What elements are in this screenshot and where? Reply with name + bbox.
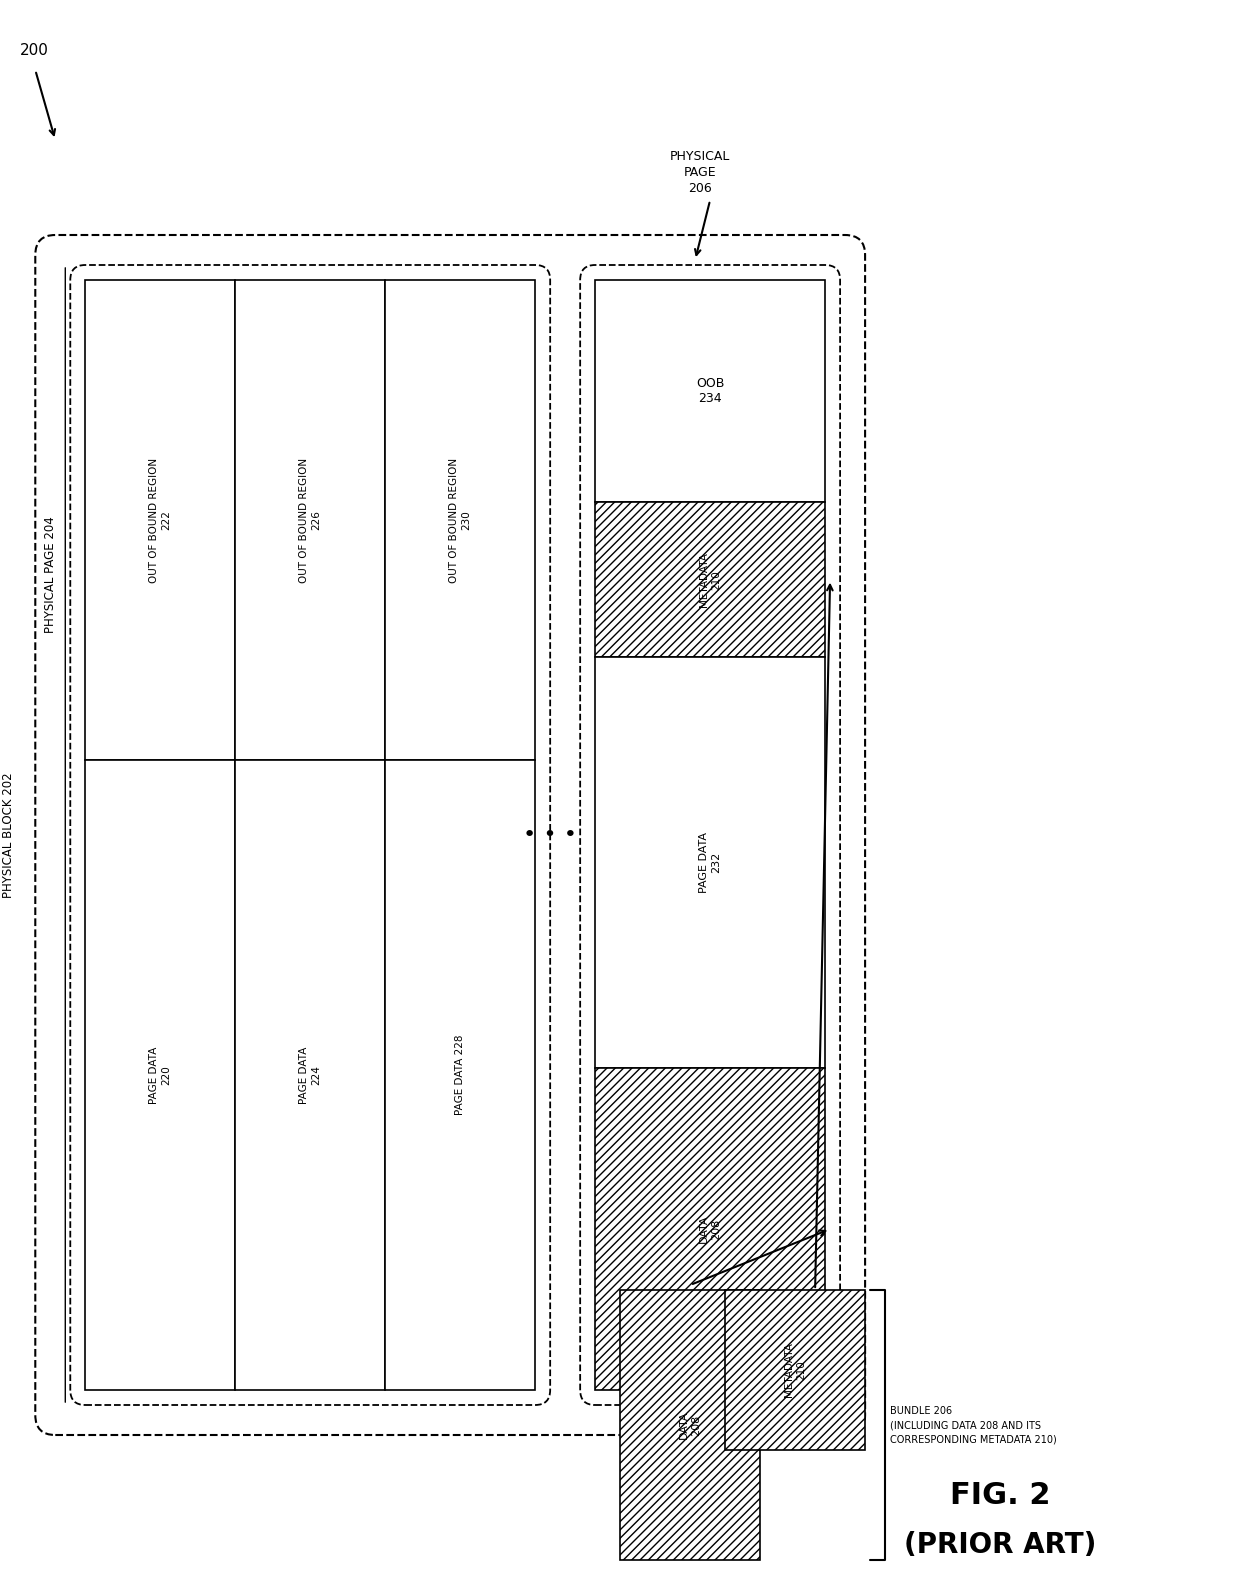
Bar (595, 657, 825, 1068)
Bar (236, 280, 386, 761)
Text: • • •: • • • (523, 825, 577, 846)
Text: OUT OF BOUND REGION
226: OUT OF BOUND REGION 226 (299, 457, 321, 583)
Text: DATA
208: DATA 208 (680, 1411, 701, 1440)
Text: OUT OF BOUND REGION
230: OUT OF BOUND REGION 230 (449, 457, 471, 583)
Text: DATA
208: DATA 208 (699, 1214, 720, 1243)
Text: PAGE DATA 228: PAGE DATA 228 (455, 1035, 465, 1115)
Text: 200: 200 (20, 43, 50, 58)
Text: PHYSICAL BLOCK 202: PHYSICAL BLOCK 202 (1, 772, 15, 898)
Bar (725, 1290, 866, 1451)
Text: FIG. 2: FIG. 2 (950, 1480, 1050, 1509)
Bar (595, 1068, 825, 1391)
Bar (386, 280, 536, 761)
Text: PAGE DATA
220: PAGE DATA 220 (150, 1046, 171, 1104)
Text: PAGE DATA
224: PAGE DATA 224 (299, 1046, 321, 1104)
Bar (86, 280, 236, 761)
Text: METADATA
210: METADATA 210 (785, 1342, 806, 1397)
Text: PAGE DATA
232: PAGE DATA 232 (699, 832, 720, 893)
Bar (595, 280, 825, 502)
Text: PHYSICAL PAGE 204: PHYSICAL PAGE 204 (43, 517, 57, 633)
Text: OUT OF BOUND REGION
222: OUT OF BOUND REGION 222 (150, 457, 171, 583)
Bar (386, 761, 536, 1391)
Text: METADATA
210: METADATA 210 (699, 553, 720, 606)
Text: (PRIOR ART): (PRIOR ART) (904, 1531, 1096, 1559)
Bar (86, 761, 236, 1391)
Text: BUNDLE 206
(INCLUDING DATA 208 AND ITS
CORRESPONDING METADATA 210): BUNDLE 206 (INCLUDING DATA 208 AND ITS C… (890, 1406, 1056, 1444)
Bar (236, 761, 386, 1391)
Bar (595, 502, 825, 657)
Text: PHYSICAL
PAGE
206: PHYSICAL PAGE 206 (670, 150, 730, 195)
Text: OOB
234: OOB 234 (696, 376, 724, 405)
Bar (620, 1290, 760, 1559)
